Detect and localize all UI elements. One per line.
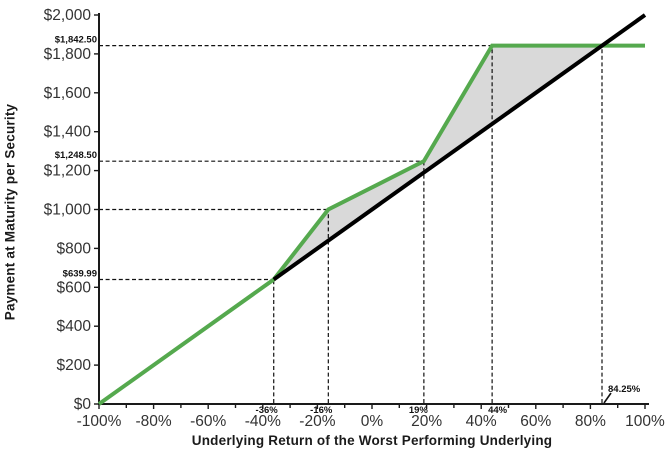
callout-guide-lines [99, 45, 603, 403]
x-callout-label: 44% [488, 405, 508, 416]
y-tick-label: $2,000 [44, 7, 92, 24]
x-tick-label: 0% [361, 413, 384, 430]
callout-labels: $639.99 -36% -16% $1,248.50 19% $1,842.50 44% 8… [55, 35, 641, 416]
x-tick-label: 40% [466, 413, 497, 430]
slash-connector [603, 392, 612, 404]
y-tick-label: $600 [57, 279, 92, 296]
y-tick-label: $1,400 [44, 124, 92, 141]
x-callout-label: 84.25% [608, 384, 641, 395]
y-tick-label: $1,600 [44, 85, 92, 102]
payment-at-maturity-series [97, 43, 645, 406]
x-callout-label: 19% [409, 405, 429, 416]
y-callout-label: $1,248.50 [55, 150, 97, 161]
worst-underlying-return-line-series [272, 13, 647, 282]
x-tick-label: -40% [245, 413, 281, 430]
y-tick-label: $1,800 [44, 46, 92, 63]
x-tick-label: -100% [77, 413, 122, 430]
y-tick-label: $1,000 [44, 202, 92, 219]
y-tick-label: $0 [74, 396, 92, 413]
y-tick-label: $800 [57, 240, 92, 257]
y-axis-title: Payment at Maturity per Security [2, 103, 18, 321]
x-tick-label: -20% [299, 413, 335, 430]
y-callout-label: $639.99 [63, 269, 97, 280]
x-callout-label: -36% [256, 405, 279, 416]
x-axis-title: Underlying Return of the Worst Performin… [191, 433, 553, 448]
y-tick-labels: $0 $200 $400 $600 $800 $1,000 $1,200 $1,400 $1,6… [44, 7, 92, 413]
x-tick-label: 60% [520, 413, 551, 430]
x-tick-label: -60% [190, 413, 226, 430]
y-tick-label: $400 [57, 318, 92, 335]
x-tick-label: 100% [625, 413, 665, 430]
x-tick-label: 20% [411, 413, 442, 430]
y-tick-label: $1,200 [44, 163, 92, 180]
x-callout-label: -16% [310, 405, 333, 416]
axis-ticks [94, 14, 646, 409]
x-tick-label: -80% [136, 413, 172, 430]
x-tick-label: 80% [575, 413, 606, 430]
y-tick-label: $200 [57, 357, 92, 374]
x-tick-labels: -100% -80% -60% -40% -20% 0% 20% 40% 60% 80% 100% [77, 413, 665, 430]
y-callout-label: $1,842.50 [55, 35, 97, 46]
